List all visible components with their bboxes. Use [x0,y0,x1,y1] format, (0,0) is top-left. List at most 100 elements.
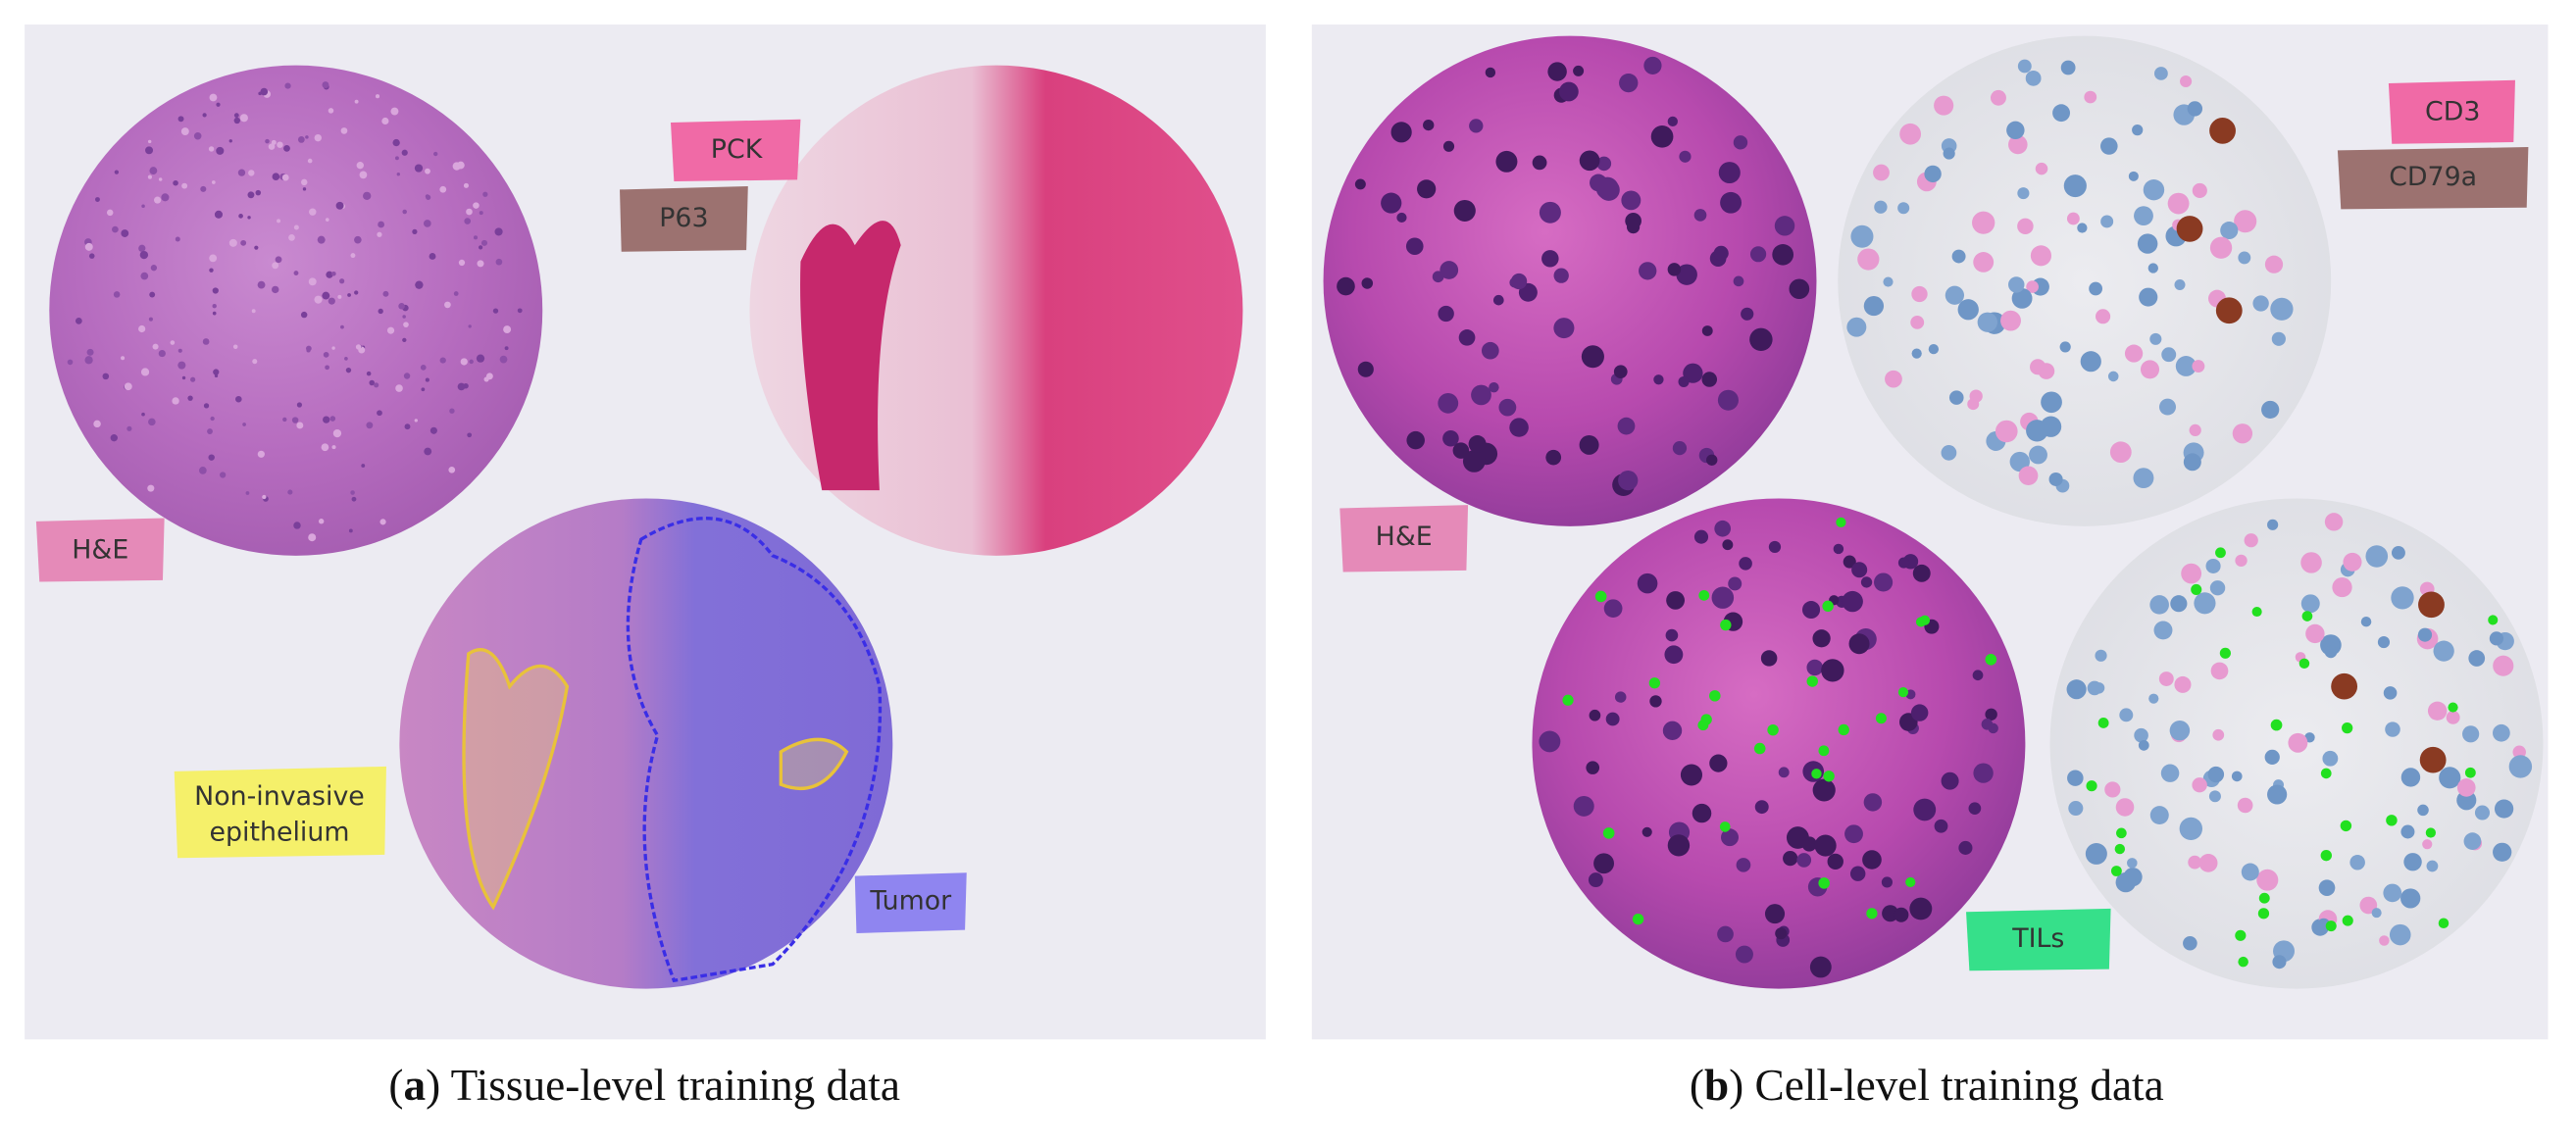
nucleus [89,253,95,259]
nucleus [2383,884,2401,903]
nucleus [421,387,425,391]
nucleus [482,192,487,197]
nucleus [209,268,213,272]
nucleus [1702,325,1713,336]
nucleus [161,193,169,201]
nucleus [1864,296,1884,316]
nucleus [361,464,365,468]
nucleus [2475,806,2490,821]
nucleus [1846,318,1866,337]
he-core [49,66,542,556]
nucleus [1734,276,1744,287]
nucleus [112,226,119,233]
nucleus [340,325,344,329]
nucleus [1706,455,1717,466]
caption-part: a [403,1061,426,1110]
nucleus [2041,391,2062,413]
nucleus [1934,96,1953,116]
nucleus [1844,824,1863,843]
nucleus [272,286,278,293]
nucleus [1673,441,1687,455]
nucleus [1894,908,1908,922]
nucleus [481,240,487,246]
til-marker [2191,584,2201,595]
nucleus [1664,645,1683,664]
nucleus [1381,193,1401,214]
nucleus [1765,904,1785,923]
nucleus [2188,101,2202,116]
nucleus [324,352,329,358]
nucleus [1945,286,1964,305]
nucleus [415,419,418,422]
nucleus [1761,650,1778,666]
nucleus [2088,681,2102,696]
til-marker [2488,615,2498,624]
til-marker [2086,780,2096,791]
nucleus [2174,676,2191,693]
nucleus [140,251,148,259]
nucleus [190,377,195,382]
nucleus [350,253,355,258]
nucleus [2199,854,2218,872]
nucleus [2144,179,2164,200]
nucleus [141,413,145,417]
nucleus [258,281,266,289]
nucleus [349,529,353,533]
til-marker [2439,919,2450,928]
nucleus [1812,629,1830,647]
nucleus [2509,755,2532,777]
nucleus [2265,750,2280,765]
nucleus [1750,246,1766,262]
nucleus [2401,768,2420,786]
nucleus [2008,276,2024,292]
nucleus [1978,313,1997,332]
nucleus [288,234,295,241]
nucleus [149,318,153,322]
nucleus [483,376,488,381]
nucleus [209,146,214,151]
nucleus [1982,719,1994,730]
nucleus [1898,558,1909,569]
nucleus [76,318,82,324]
nucleus [326,218,329,222]
nucleus [2270,298,2293,321]
tag-label: CD3 [2425,97,2480,127]
nucleus [2192,360,2204,373]
nucleus [126,426,131,431]
nucleus [240,240,246,246]
nucleus [2100,137,2118,154]
nucleus [473,202,480,209]
nucleus [424,220,431,227]
nucleus [1614,365,1628,378]
nucleus [367,372,372,376]
nucleus [283,145,290,152]
nucleus [2133,468,2153,488]
nucleus [282,174,289,181]
nucleus [2026,71,2042,86]
nucleus [2067,213,2080,225]
nucleus [1728,577,1742,591]
nucleus [2089,282,2102,296]
nucleus [2361,617,2372,626]
nucleus [260,88,268,96]
nucleus [296,423,303,429]
nucleus [148,419,156,426]
nucleus [350,490,355,495]
nucleus [2493,724,2510,742]
nucleus [402,210,407,215]
nucleus [1842,591,1863,612]
nucleus [1604,599,1623,618]
nucleus [207,428,213,434]
nucleus [2267,784,2287,804]
nucleus [297,402,302,407]
nucleus [1606,713,1620,726]
til-marker [2115,844,2125,854]
nucleus [252,309,256,313]
nucleus [298,136,305,143]
nucleus [403,322,409,327]
nucleus [93,421,100,427]
nucleus [2132,124,2143,135]
nucleus [2116,798,2135,816]
nucleus [1495,151,1517,173]
nucleus [469,360,473,364]
